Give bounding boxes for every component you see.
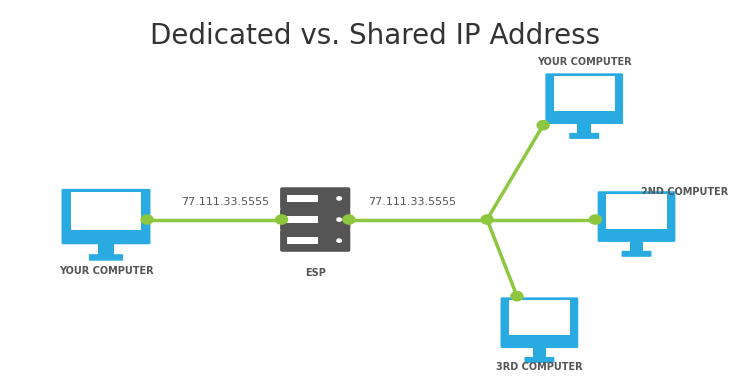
Text: YOUR COMPUTER: YOUR COMPUTER bbox=[58, 266, 153, 276]
Circle shape bbox=[336, 238, 342, 243]
FancyBboxPatch shape bbox=[524, 357, 554, 363]
Circle shape bbox=[510, 291, 524, 301]
FancyBboxPatch shape bbox=[89, 254, 123, 261]
Bar bbox=[286, 195, 319, 202]
Text: YOUR COMPUTER: YOUR COMPUTER bbox=[537, 58, 632, 68]
FancyBboxPatch shape bbox=[598, 191, 676, 242]
FancyBboxPatch shape bbox=[280, 208, 350, 231]
Bar bbox=[630, 241, 644, 251]
FancyBboxPatch shape bbox=[62, 189, 151, 244]
FancyBboxPatch shape bbox=[509, 300, 570, 335]
Circle shape bbox=[589, 214, 602, 225]
Text: ESP: ESP bbox=[304, 268, 326, 278]
FancyBboxPatch shape bbox=[545, 73, 623, 124]
Circle shape bbox=[140, 214, 154, 225]
Circle shape bbox=[336, 217, 342, 222]
Text: Dedicated vs. Shared IP Address: Dedicated vs. Shared IP Address bbox=[150, 22, 600, 50]
FancyBboxPatch shape bbox=[569, 133, 599, 139]
Text: 77.111.33.5555: 77.111.33.5555 bbox=[368, 196, 457, 207]
FancyBboxPatch shape bbox=[280, 230, 350, 252]
FancyBboxPatch shape bbox=[280, 187, 350, 210]
Text: 3RD COMPUTER: 3RD COMPUTER bbox=[496, 362, 583, 372]
Text: 2ND COMPUTER: 2ND COMPUTER bbox=[641, 187, 729, 197]
Bar bbox=[578, 123, 591, 134]
FancyBboxPatch shape bbox=[70, 192, 141, 230]
Bar bbox=[532, 347, 546, 357]
Circle shape bbox=[336, 196, 342, 201]
FancyBboxPatch shape bbox=[554, 76, 615, 111]
Circle shape bbox=[342, 214, 355, 225]
Circle shape bbox=[536, 120, 550, 130]
Circle shape bbox=[480, 214, 494, 225]
FancyBboxPatch shape bbox=[622, 251, 652, 257]
Text: 77.111.33.5555: 77.111.33.5555 bbox=[182, 196, 269, 207]
Bar bbox=[98, 243, 114, 255]
Bar bbox=[286, 216, 319, 223]
FancyBboxPatch shape bbox=[606, 194, 668, 229]
Bar bbox=[286, 237, 319, 244]
FancyBboxPatch shape bbox=[500, 297, 578, 348]
Circle shape bbox=[274, 214, 288, 225]
